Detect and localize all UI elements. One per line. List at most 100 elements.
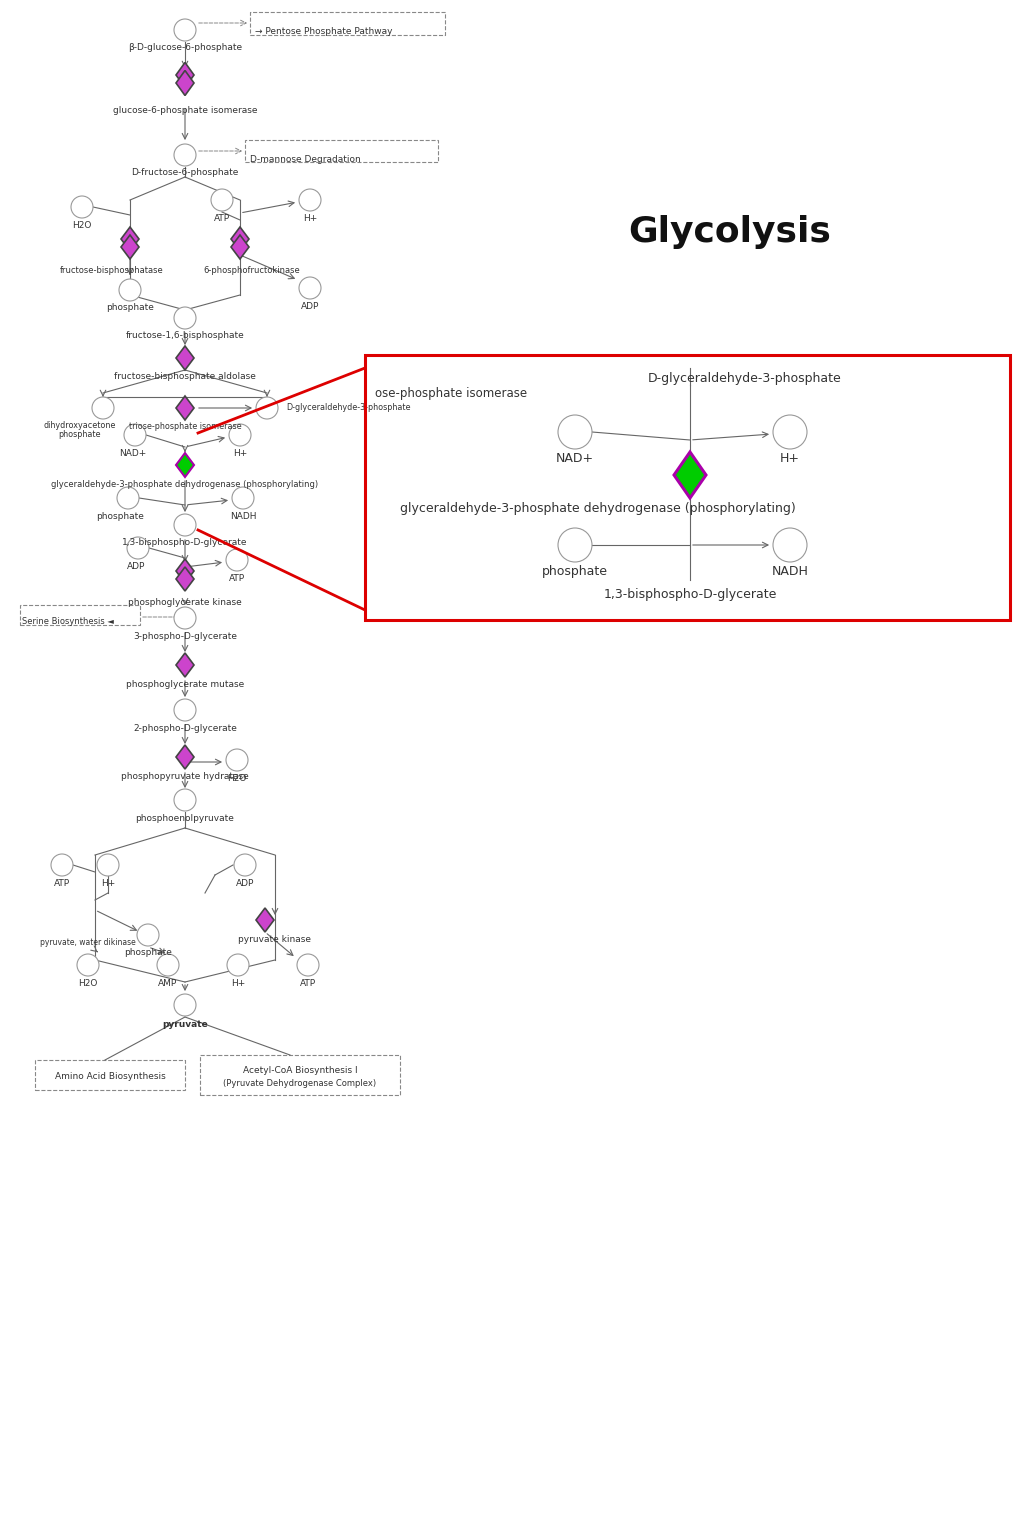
- Circle shape: [557, 528, 591, 562]
- Circle shape: [127, 537, 149, 559]
- Text: fructose-1,6-bisphosphate: fructose-1,6-bisphosphate: [125, 331, 245, 340]
- Circle shape: [174, 993, 196, 1016]
- Text: 6-phosphofructokinase: 6-phosphofructokinase: [204, 266, 300, 275]
- Text: H+: H+: [780, 452, 799, 465]
- Text: pyruvate kinase: pyruvate kinase: [238, 935, 311, 945]
- Circle shape: [772, 415, 806, 449]
- Text: phosphate: phosphate: [106, 304, 154, 311]
- Circle shape: [97, 855, 119, 876]
- Circle shape: [174, 607, 196, 629]
- Text: 2-phospho-D-glycerate: 2-phospho-D-glycerate: [132, 723, 236, 732]
- Text: D-mannose Degradation: D-mannose Degradation: [250, 156, 361, 163]
- Circle shape: [299, 189, 321, 211]
- Text: 3-phospho-D-glycerate: 3-phospho-D-glycerate: [132, 632, 236, 641]
- Text: H2O: H2O: [78, 980, 98, 987]
- Text: H+: H+: [232, 449, 247, 458]
- Text: phosphoenolpyruvate: phosphoenolpyruvate: [136, 813, 234, 823]
- Polygon shape: [121, 227, 139, 250]
- Circle shape: [174, 143, 196, 166]
- Text: NADH: NADH: [770, 565, 808, 578]
- Text: phosphate: phosphate: [124, 948, 172, 957]
- Circle shape: [51, 855, 73, 876]
- Polygon shape: [176, 453, 194, 478]
- Circle shape: [226, 749, 248, 771]
- Text: ADP: ADP: [235, 879, 254, 888]
- Circle shape: [174, 307, 196, 330]
- Circle shape: [71, 195, 93, 218]
- Text: H+: H+: [230, 980, 245, 987]
- Text: ADP: ADP: [126, 562, 145, 571]
- Text: phosphoglycerate mutase: phosphoglycerate mutase: [125, 681, 244, 690]
- Text: pyruvate: pyruvate: [162, 1019, 208, 1029]
- Text: pyruvate, water dikinase: pyruvate, water dikinase: [40, 938, 136, 948]
- Circle shape: [92, 397, 114, 420]
- Text: H2O: H2O: [227, 774, 247, 783]
- Text: NAD+: NAD+: [555, 452, 593, 465]
- Text: 1,3-bisphospho-D-glycerate: 1,3-bisphospho-D-glycerate: [122, 539, 248, 546]
- Text: phosphopyruvate hydratase: phosphopyruvate hydratase: [121, 772, 249, 781]
- Text: fructose-bisphosphatase: fructose-bisphosphatase: [60, 266, 164, 275]
- Polygon shape: [176, 653, 194, 678]
- Circle shape: [117, 487, 139, 510]
- Text: Glycolysis: Glycolysis: [628, 215, 830, 249]
- Circle shape: [299, 278, 321, 299]
- Bar: [35, 1061, 184, 1090]
- Text: AMP: AMP: [158, 980, 177, 987]
- Polygon shape: [176, 745, 194, 769]
- Text: 1,3-bisphospho-D-glycerate: 1,3-bisphospho-D-glycerate: [602, 588, 775, 601]
- Circle shape: [137, 925, 159, 946]
- Text: glyceraldehyde-3-phosphate dehydrogenase (phosphorylating): glyceraldehyde-3-phosphate dehydrogenase…: [399, 502, 795, 514]
- Circle shape: [256, 397, 278, 420]
- Text: phosphoglycerate kinase: phosphoglycerate kinase: [128, 598, 242, 607]
- Circle shape: [229, 424, 251, 446]
- Polygon shape: [176, 568, 194, 591]
- Text: NADH: NADH: [229, 513, 256, 520]
- Text: D-glyceraldehyde-3-phosphate: D-glyceraldehyde-3-phosphate: [285, 403, 410, 412]
- Text: phosphate: phosphate: [59, 430, 101, 439]
- Text: H2O: H2O: [72, 221, 92, 230]
- Text: H+: H+: [303, 214, 317, 223]
- Polygon shape: [230, 235, 249, 259]
- Polygon shape: [674, 452, 705, 497]
- Circle shape: [772, 528, 806, 562]
- Text: phosphate: phosphate: [541, 565, 607, 578]
- Circle shape: [76, 954, 99, 977]
- Text: ADP: ADP: [301, 302, 319, 311]
- Bar: [365, 356, 1009, 620]
- Text: phosphate: phosphate: [96, 513, 144, 520]
- Text: glyceraldehyde-3-phosphate dehydrogenase (phosphorylating): glyceraldehyde-3-phosphate dehydrogenase…: [51, 481, 318, 488]
- Circle shape: [231, 487, 254, 510]
- Text: Serine Biosynthesis ◄: Serine Biosynthesis ◄: [22, 617, 114, 626]
- Text: ATP: ATP: [300, 980, 316, 987]
- Circle shape: [233, 855, 256, 876]
- Bar: [245, 140, 437, 162]
- Text: D-fructose-6-phosphate: D-fructose-6-phosphate: [131, 168, 238, 177]
- Polygon shape: [176, 346, 194, 369]
- Circle shape: [124, 424, 146, 446]
- Text: D-glyceraldehyde-3-phosphate: D-glyceraldehyde-3-phosphate: [647, 372, 841, 385]
- Bar: [20, 604, 140, 626]
- Text: fructose-bisphosphate aldolase: fructose-bisphosphate aldolase: [114, 372, 256, 382]
- Polygon shape: [256, 908, 274, 932]
- Circle shape: [211, 189, 232, 211]
- Circle shape: [174, 789, 196, 810]
- Circle shape: [119, 279, 141, 301]
- Text: Amino Acid Biosynthesis: Amino Acid Biosynthesis: [55, 1071, 165, 1080]
- Text: ATP: ATP: [228, 574, 245, 583]
- Text: (Pyruvate Dehydrogenase Complex): (Pyruvate Dehydrogenase Complex): [223, 1079, 376, 1088]
- Polygon shape: [176, 559, 194, 583]
- Text: ATP: ATP: [54, 879, 70, 888]
- Bar: [200, 1054, 399, 1096]
- Text: ATP: ATP: [214, 214, 230, 223]
- Circle shape: [174, 699, 196, 720]
- Text: dihydroxyacetone: dihydroxyacetone: [44, 421, 116, 430]
- Circle shape: [157, 954, 178, 977]
- Text: → Pentose Phosphate Pathway: → Pentose Phosphate Pathway: [255, 27, 392, 37]
- Circle shape: [174, 514, 196, 536]
- Text: H+: H+: [101, 879, 115, 888]
- Polygon shape: [121, 235, 139, 259]
- Bar: [250, 12, 444, 35]
- Text: ose-phosphate isomerase: ose-phosphate isomerase: [375, 388, 527, 400]
- Polygon shape: [230, 227, 249, 250]
- Circle shape: [174, 18, 196, 41]
